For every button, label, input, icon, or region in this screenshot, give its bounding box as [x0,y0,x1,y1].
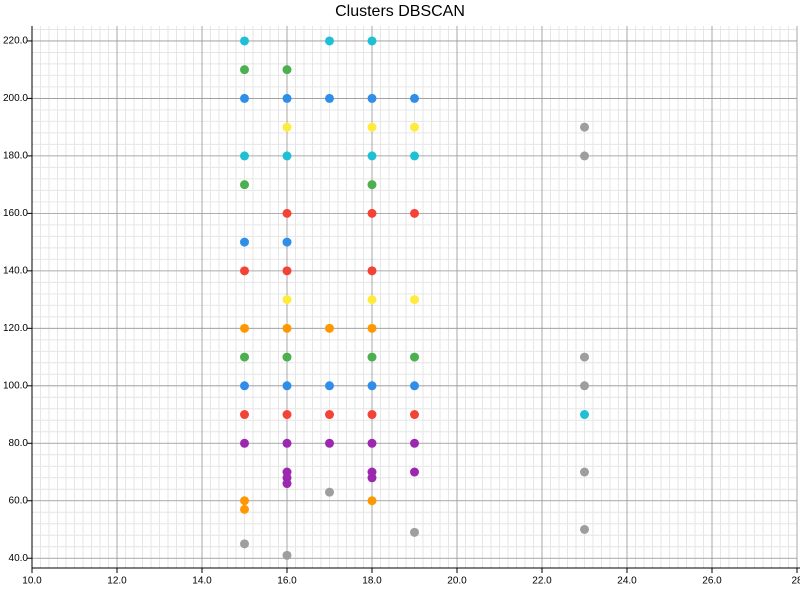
y-tick-label: 80.0 [9,438,29,449]
x-tick-label: 18.0 [362,576,382,587]
point [240,539,249,549]
point [580,467,589,477]
point [367,151,377,161]
point [367,496,377,506]
point [410,381,419,391]
point [282,352,292,362]
point [325,410,334,420]
point [240,410,249,420]
point [240,93,249,103]
point [282,295,292,305]
point [282,550,292,560]
x-tick-label: 16.0 [277,576,297,587]
point [282,438,292,448]
point [325,323,334,333]
point [240,504,249,514]
point [410,410,419,420]
x-tick-label: 24.0 [617,576,637,587]
x-tick-label: 22.0 [532,576,552,587]
point [410,527,419,537]
point [410,352,419,362]
point [410,467,419,477]
point [240,266,249,276]
point [240,381,249,391]
y-tick-label: 220.0 [3,36,28,47]
point [367,473,377,483]
point [325,36,334,46]
point [367,180,377,190]
point [240,496,249,506]
point [580,151,589,161]
point [367,323,377,333]
point [367,93,377,103]
point [282,410,292,420]
point [325,93,334,103]
x-tick-label: 26.0 [702,576,722,587]
point [282,151,292,161]
x-tick-label: 14.0 [192,576,212,587]
y-tick-label: 140.0 [3,265,28,276]
x-tick-label: 28 [791,576,800,587]
point [240,237,249,247]
point [367,36,377,46]
y-tick-label: 200.0 [3,93,28,104]
point [580,352,589,362]
point [282,266,292,276]
x-tick-label: 12.0 [107,576,127,587]
point [282,323,292,333]
point [325,381,334,391]
point [367,438,377,448]
x-tick-label: 10.0 [22,576,42,587]
y-tick-label: 100.0 [3,380,28,391]
point [240,180,249,190]
chart-title: Clusters DBSCAN [335,3,465,20]
x-tick-label: 20.0 [447,576,467,587]
point [240,323,249,333]
point [282,93,292,103]
point [367,208,377,218]
point [410,93,419,103]
point [367,295,377,305]
point [240,151,249,161]
point [410,295,419,305]
point [410,208,419,218]
y-tick-label: 160.0 [3,208,28,219]
point [367,381,377,391]
y-tick-label: 180.0 [3,151,28,162]
point [282,237,292,247]
point [282,479,292,489]
point [240,65,249,75]
point [240,352,249,362]
point [580,381,589,391]
point [580,410,589,420]
point [367,352,377,362]
point [410,122,419,132]
point [410,151,419,161]
y-tick-label: 40.0 [9,553,29,564]
point [325,487,334,497]
point [282,381,292,391]
point [580,122,589,132]
point [282,65,292,75]
point [410,438,419,448]
point [367,266,377,276]
point [282,208,292,218]
point [367,122,377,132]
point [240,438,249,448]
point [325,438,334,448]
point [282,122,292,132]
point [240,36,249,46]
point [367,410,377,420]
point [580,524,589,534]
y-tick-label: 60.0 [9,495,29,506]
y-tick-label: 120.0 [3,323,28,334]
